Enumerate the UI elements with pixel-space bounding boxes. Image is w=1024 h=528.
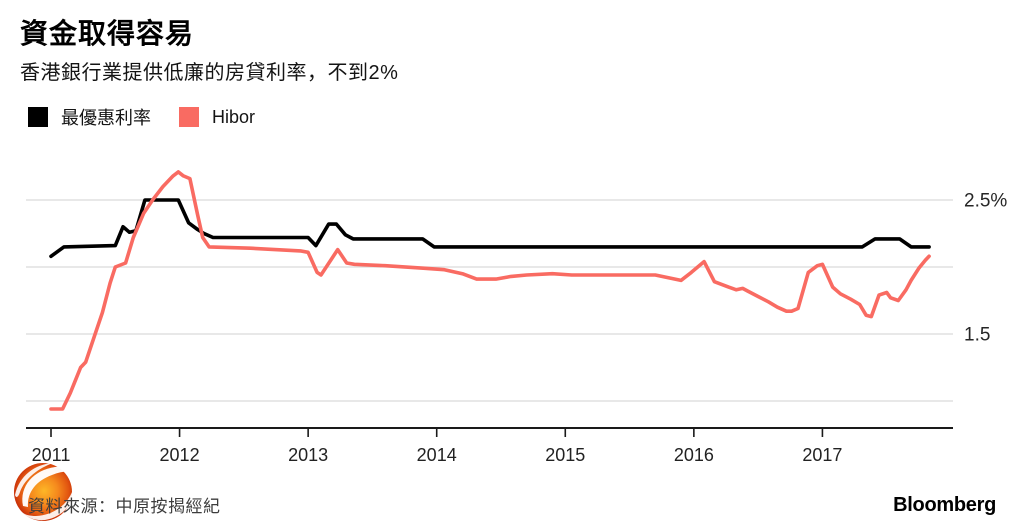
hibor-swatch-icon bbox=[179, 107, 199, 127]
x-axis-label: 2013 bbox=[288, 445, 328, 465]
x-axis-label: 2017 bbox=[802, 445, 842, 465]
source-note: 資料來源：中原按揭經紀 bbox=[28, 497, 221, 516]
bloomberg-logo: Bloomberg bbox=[893, 494, 996, 516]
page-title: 資金取得容易 bbox=[20, 18, 195, 49]
legend-item-prime-rate: 最優惠利率 bbox=[28, 104, 151, 130]
x-axis-label: 2011 bbox=[32, 445, 71, 465]
x-axis-label: 2016 bbox=[674, 445, 714, 465]
legend-label-hibor: Hibor bbox=[212, 106, 256, 127]
orange-flame-logo-icon bbox=[14, 463, 86, 521]
y-axis-label: 2.5% bbox=[964, 191, 1007, 212]
page-subtitle: 香港銀行業提供低廉的房貸利率，不到2% bbox=[20, 62, 399, 84]
x-axis-label: 2015 bbox=[545, 445, 585, 465]
legend-item-hibor: Hibor bbox=[179, 107, 255, 128]
x-axis-label: 2014 bbox=[417, 445, 457, 465]
series-line-hibor bbox=[49, 170, 931, 411]
chart-legend: 最優惠利率 Hibor bbox=[28, 104, 283, 130]
series-line-prime-rate bbox=[49, 198, 931, 259]
legend-label-prime-rate: 最優惠利率 bbox=[61, 108, 151, 128]
prime-rate-swatch-icon bbox=[28, 107, 48, 127]
x-axis-label: 2012 bbox=[160, 445, 200, 465]
y-axis-label: 1.5 bbox=[964, 325, 990, 346]
